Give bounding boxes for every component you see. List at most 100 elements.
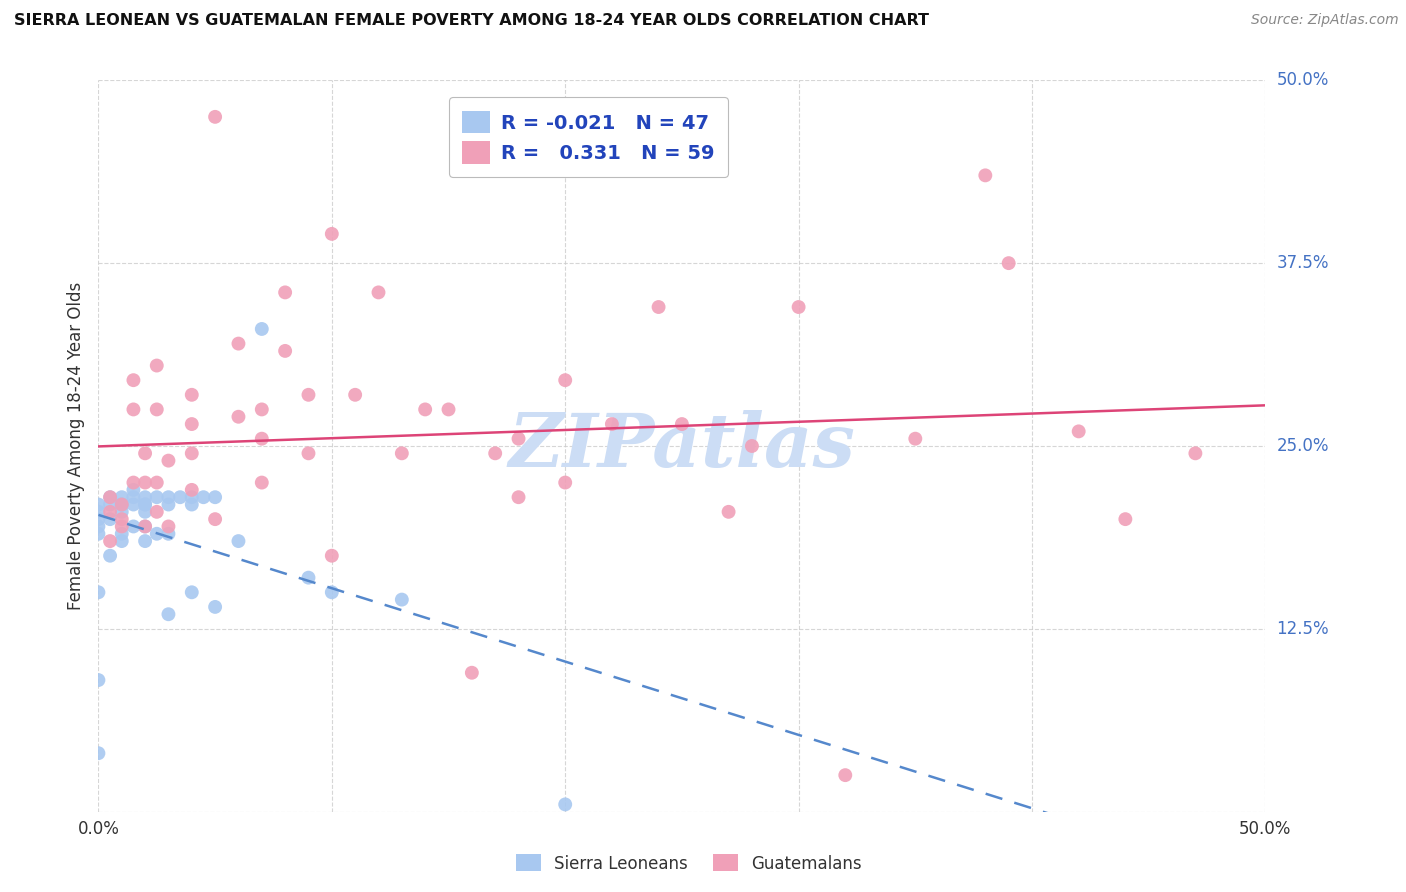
- Point: [111, 498, 134, 512]
- Text: ZIPatlas: ZIPatlas: [509, 409, 855, 483]
- Point: [134, 498, 156, 512]
- Point: [717, 505, 740, 519]
- Point: [297, 446, 319, 460]
- Point: [98, 490, 121, 504]
- Point: [134, 534, 156, 549]
- Point: [122, 519, 145, 533]
- Point: [437, 402, 460, 417]
- Point: [146, 490, 169, 504]
- Text: 25.0%: 25.0%: [1277, 437, 1329, 455]
- Point: [122, 498, 145, 512]
- Point: [461, 665, 484, 680]
- Point: [146, 475, 169, 490]
- Point: [180, 490, 202, 504]
- Point: [250, 322, 273, 336]
- Point: [146, 402, 169, 417]
- Point: [87, 585, 110, 599]
- Point: [157, 526, 180, 541]
- Point: [741, 439, 763, 453]
- Point: [321, 227, 343, 241]
- Point: [228, 534, 250, 549]
- Point: [87, 505, 110, 519]
- Point: [554, 373, 576, 387]
- Text: SIERRA LEONEAN VS GUATEMALAN FEMALE POVERTY AMONG 18-24 YEAR OLDS CORRELATION CH: SIERRA LEONEAN VS GUATEMALAN FEMALE POVE…: [14, 13, 929, 29]
- Point: [87, 746, 110, 760]
- Point: [647, 300, 669, 314]
- Point: [134, 490, 156, 504]
- Point: [204, 490, 226, 504]
- Point: [134, 505, 156, 519]
- Point: [122, 373, 145, 387]
- Point: [974, 169, 997, 183]
- Text: 37.5%: 37.5%: [1277, 254, 1329, 272]
- Point: [111, 498, 134, 512]
- Point: [157, 607, 180, 622]
- Legend: R = -0.021   N = 47, R =   0.331   N = 59: R = -0.021 N = 47, R = 0.331 N = 59: [449, 97, 728, 178]
- Point: [157, 490, 180, 504]
- Point: [146, 526, 169, 541]
- Point: [111, 526, 134, 541]
- Point: [98, 490, 121, 504]
- Point: [367, 285, 389, 300]
- Point: [671, 417, 693, 431]
- Point: [122, 483, 145, 497]
- Y-axis label: Female Poverty Among 18-24 Year Olds: Female Poverty Among 18-24 Year Olds: [67, 282, 86, 610]
- Point: [180, 446, 202, 460]
- Point: [111, 519, 134, 533]
- Point: [146, 505, 169, 519]
- Text: Source: ZipAtlas.com: Source: ZipAtlas.com: [1251, 13, 1399, 28]
- Point: [1067, 425, 1090, 439]
- Point: [87, 526, 110, 541]
- Point: [157, 519, 180, 533]
- Point: [134, 446, 156, 460]
- Point: [180, 417, 202, 431]
- Point: [274, 285, 297, 300]
- Point: [111, 490, 134, 504]
- Point: [98, 512, 121, 526]
- Point: [111, 505, 134, 519]
- Point: [157, 498, 180, 512]
- Point: [180, 498, 202, 512]
- Point: [98, 505, 121, 519]
- Point: [98, 549, 121, 563]
- Point: [250, 402, 273, 417]
- Point: [250, 475, 273, 490]
- Point: [391, 592, 413, 607]
- Point: [87, 512, 110, 526]
- Point: [228, 336, 250, 351]
- Point: [834, 768, 856, 782]
- Point: [508, 490, 530, 504]
- Point: [122, 402, 145, 417]
- Point: [134, 475, 156, 490]
- Point: [193, 490, 215, 504]
- Point: [344, 388, 367, 402]
- Point: [111, 512, 134, 526]
- Point: [904, 432, 927, 446]
- Point: [274, 343, 297, 358]
- Point: [297, 571, 319, 585]
- Point: [98, 534, 121, 549]
- Legend: Sierra Leoneans, Guatemalans: Sierra Leoneans, Guatemalans: [509, 847, 869, 880]
- Point: [204, 110, 226, 124]
- Point: [204, 512, 226, 526]
- Point: [250, 432, 273, 446]
- Point: [122, 475, 145, 490]
- Point: [1114, 512, 1136, 526]
- Point: [391, 446, 413, 460]
- Point: [228, 409, 250, 424]
- Point: [1184, 446, 1206, 460]
- Point: [134, 519, 156, 533]
- Point: [134, 498, 156, 512]
- Point: [146, 359, 169, 373]
- Text: 50.0%: 50.0%: [1277, 71, 1329, 89]
- Point: [180, 585, 202, 599]
- Point: [997, 256, 1019, 270]
- Point: [87, 519, 110, 533]
- Point: [98, 498, 121, 512]
- Point: [508, 432, 530, 446]
- Point: [204, 599, 226, 614]
- Point: [484, 446, 506, 460]
- Point: [169, 490, 191, 504]
- Point: [554, 797, 576, 812]
- Point: [87, 673, 110, 687]
